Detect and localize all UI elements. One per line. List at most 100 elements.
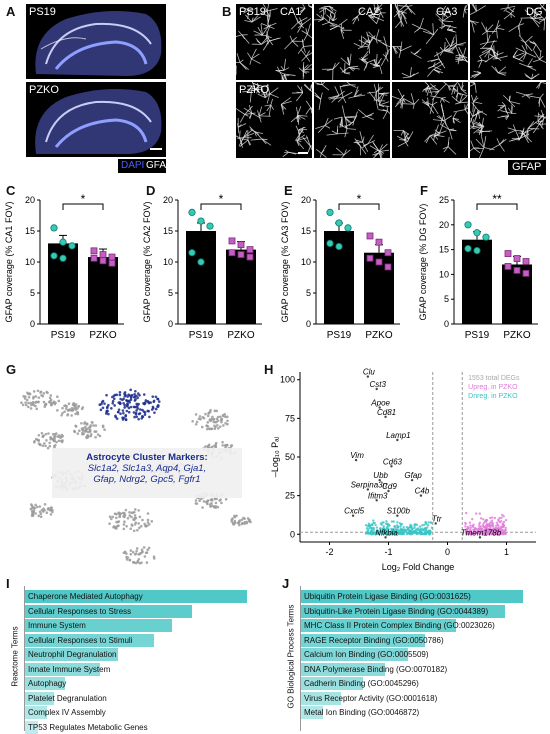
term-row: Neutrophil Degranulation — [25, 648, 269, 661]
umap-cell — [113, 404, 116, 407]
reactome-bars: Chaperone Mediated Autophagy Cellular Res… — [24, 586, 269, 734]
umap-cell — [122, 527, 126, 531]
umap-cell — [216, 423, 219, 427]
astrocyte-process — [361, 59, 367, 65]
marker-box: Astrocyte Cluster Markers: Slc1a2, Slc1a… — [52, 448, 242, 498]
up-gene-point — [492, 532, 495, 536]
astrocyte-process — [489, 47, 499, 56]
astrocyte-process — [432, 23, 434, 35]
panel-label-d: D — [146, 183, 156, 198]
astrocyte-process — [409, 67, 412, 78]
umap-cell — [70, 406, 74, 410]
y-tick-label: 15 — [25, 226, 35, 236]
umap-cell — [67, 402, 71, 406]
data-point — [335, 219, 343, 227]
astrocyte-process — [386, 45, 389, 55]
umap-cell — [216, 415, 220, 419]
astrocyte-process — [445, 37, 451, 47]
astrocyte-process — [373, 91, 377, 102]
term-bar — [301, 662, 386, 676]
astrocyte-process — [307, 33, 312, 39]
astrocyte-process — [496, 55, 508, 60]
astrocyte-process — [393, 11, 399, 18]
astrocyte-process — [236, 108, 246, 115]
astrocyte-process — [379, 101, 390, 106]
umap-cell — [206, 499, 209, 503]
astrocyte-process — [459, 94, 464, 103]
astrocyte-process — [340, 23, 343, 31]
umap-cell — [29, 401, 33, 405]
astrocyte-process — [534, 16, 543, 19]
umap-cell — [134, 412, 138, 416]
astrocyte-process — [238, 30, 243, 36]
astrocyte-process — [301, 30, 308, 35]
gfap-legend: GFAP — [146, 160, 166, 171]
gene-label: Cd63 — [383, 457, 403, 466]
astrocyte-process — [375, 29, 380, 40]
umap-cell — [127, 410, 131, 414]
astrocyte-process — [269, 37, 280, 42]
down-gene-point — [421, 528, 424, 532]
astrocyte-process — [262, 40, 270, 51]
bar — [186, 231, 216, 324]
panel-label-f: F — [420, 183, 428, 198]
astrocyte-process — [508, 137, 521, 142]
astrocyte-process — [310, 90, 312, 92]
astrocyte-process — [236, 137, 249, 141]
umap-cell — [105, 393, 108, 397]
up-gene-point — [502, 515, 505, 518]
umap-cell — [206, 414, 210, 418]
y-tick-label: 0 — [306, 319, 311, 329]
astrocyte-process — [441, 20, 444, 26]
umap-cell — [207, 411, 210, 415]
astrocyte-process — [541, 4, 545, 8]
umap-cell — [129, 398, 133, 401]
astrocyte-process — [392, 46, 397, 55]
astrocyte-process — [535, 122, 540, 125]
umap-cell — [144, 524, 148, 528]
astrocyte-process — [534, 115, 545, 118]
data-point — [504, 263, 512, 270]
umap-cell — [24, 403, 28, 407]
astrocyte-process — [473, 147, 484, 150]
astrocyte-process — [425, 34, 434, 45]
umap-cell — [57, 399, 61, 403]
umap-cell — [49, 436, 52, 439]
umap-cell — [30, 510, 34, 513]
y-tick-label: 25 — [439, 195, 449, 205]
up-gene-point — [494, 528, 497, 532]
astrocyte-process — [379, 104, 385, 108]
astrocyte-process — [266, 15, 269, 27]
umap-cell — [63, 410, 66, 413]
astrocyte-process — [499, 138, 507, 145]
umap-cell — [137, 522, 140, 525]
umap-cell — [70, 409, 74, 412]
umap-cell — [118, 515, 121, 519]
col-ca1-label: CA1 — [280, 6, 302, 18]
astrocyte-process — [348, 120, 355, 126]
astrocyte-process — [515, 47, 527, 54]
astrocyte-process — [353, 89, 359, 97]
astrocyte-process — [494, 55, 502, 61]
astrocyte-process — [496, 27, 505, 30]
astrocyte-process — [301, 39, 304, 47]
umap-cell — [54, 443, 57, 447]
astrocyte-process — [441, 96, 446, 99]
astrocyte-process — [260, 23, 263, 35]
astrocyte-process — [359, 145, 367, 155]
data-point — [197, 217, 205, 225]
umap-cell — [154, 407, 158, 411]
umap-cell — [153, 411, 156, 414]
astrocyte-process — [324, 119, 333, 126]
y-tick-label: 5 — [306, 288, 311, 298]
astrocyte-process — [512, 52, 525, 58]
umap-cell — [136, 392, 140, 395]
down-gene-point — [397, 529, 400, 532]
umap-cell — [129, 549, 133, 552]
astrocyte-process — [400, 20, 405, 27]
legend-entry: 1553 total DEGs — [468, 375, 520, 382]
umap-cell — [46, 446, 50, 450]
astrocyte-process — [484, 50, 490, 58]
astrocyte-process — [439, 122, 444, 134]
astrocyte-process — [251, 15, 258, 23]
